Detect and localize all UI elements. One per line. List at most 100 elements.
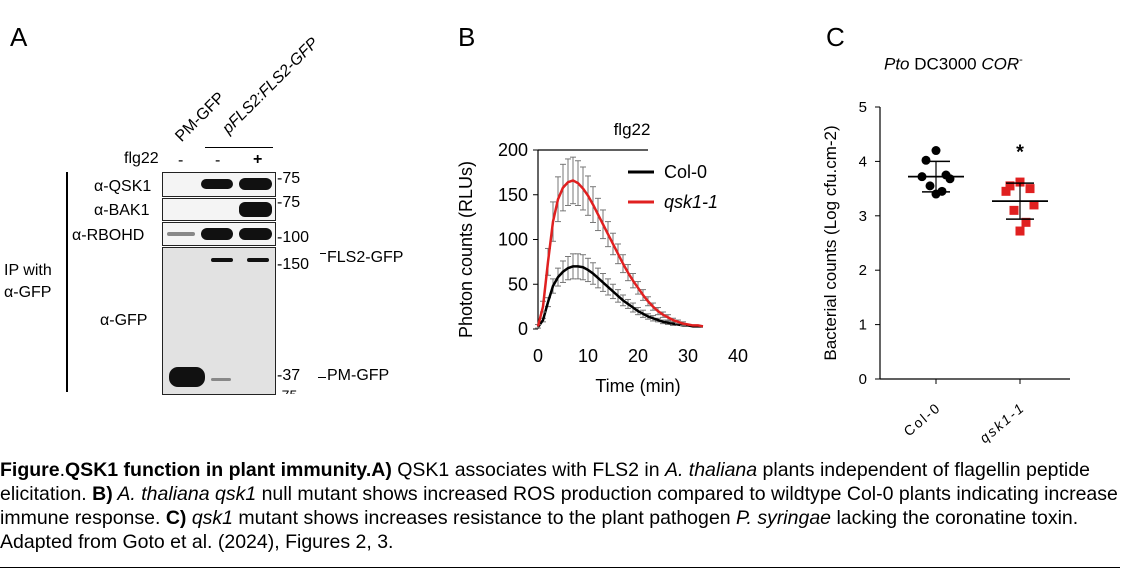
caption-part: P. syringae: [735, 507, 832, 529]
x-tick-label: 40: [728, 346, 748, 366]
band: [169, 367, 205, 387]
flg22-sign-1: -: [178, 152, 184, 169]
x-tick-label: 30: [678, 346, 698, 366]
x-axis-title: Time (min): [595, 376, 680, 396]
ros-line-chart: 0 50 100 150 200 0 10 20 30 40 Time (min) Photon co…: [456, 120, 748, 396]
band-label-fls2-gfp: FLS2-GFP: [327, 249, 404, 266]
panel-c-title-part: Pto: [884, 54, 910, 74]
x-tick-label: 10: [578, 346, 598, 366]
caption-part: plants independent of flagellin peptide …: [0, 459, 1090, 505]
caption-part: qsk1: [186, 507, 234, 529]
panel-c-title-part: -: [1019, 54, 1023, 66]
x-tick-label: qsk1-1: [976, 399, 1028, 446]
mw-marker: 37: [277, 367, 300, 385]
caption-part: .: [59, 459, 66, 481]
band: [211, 378, 231, 381]
caption-rule: [0, 567, 1120, 568]
data-point: [1005, 181, 1015, 191]
caption-part: QSK1 associates with FLS2 in: [391, 459, 665, 481]
panel-c-title: Pto DC3000 COR-: [884, 54, 1023, 75]
mw-marker-clip: 75: [276, 388, 306, 394]
flg22-sign-2: -: [215, 152, 221, 169]
blot-rbohd: [162, 222, 276, 246]
data-point: [1009, 205, 1019, 215]
ip-label-line-2: α-GFP: [4, 284, 52, 301]
ip-label-line-1: IP with: [4, 262, 52, 279]
caption-part: mutant shows increases resistance to the…: [233, 507, 736, 529]
band: [167, 232, 195, 236]
panel-c-letter: C: [826, 22, 845, 52]
blot-label-qsk1: α-QSK1: [94, 178, 152, 195]
data-point: [1015, 177, 1025, 187]
y-tick-label: 0: [859, 371, 867, 388]
blot-label-rbohd: α-RBOHD: [72, 227, 145, 244]
x-tick-label: 20: [628, 346, 648, 366]
mw-marker: 100: [277, 229, 309, 247]
blot-qsk1: [162, 172, 276, 197]
y-tick-label: 100: [498, 230, 528, 250]
panel-a-letter: A: [10, 22, 28, 52]
band: [201, 228, 233, 240]
mw-marker: 75: [277, 170, 300, 188]
panel-c-title-part: DC3000: [909, 54, 982, 74]
lane-label-pm-gfp: PM-GFP: [172, 89, 229, 146]
lane-group-line: [205, 147, 273, 148]
y-tick-label: 150: [498, 185, 528, 205]
y-tick-label: 2: [859, 262, 867, 279]
legend-label-1: Col-0: [664, 162, 707, 182]
blot-label-gfp: α-GFP: [100, 312, 148, 329]
x-tick-label: Col-0: [900, 399, 944, 439]
data-point: [1029, 200, 1039, 210]
y-tick-label: 3: [859, 208, 867, 225]
band: [239, 178, 272, 190]
mw-marker: 75: [277, 388, 298, 394]
caption-part: Figure: [0, 459, 60, 481]
chart-title: flg22: [614, 120, 651, 139]
lane-label-fls2-gfp: pFLS2:FLS2-GFP: [219, 34, 322, 138]
band: [239, 202, 272, 217]
band-pointer: [318, 377, 326, 378]
caption-part: A. thaliana: [664, 459, 758, 481]
data-point: [945, 174, 955, 184]
series-line-2: [536, 179, 704, 328]
flg22-label: flg22: [124, 150, 159, 167]
y-tick-label: 0: [518, 319, 528, 339]
blot-gfp: [162, 247, 276, 395]
y-axis-title: Photon counts (RLUs): [456, 161, 476, 338]
panel-c-title-part: COR: [981, 54, 1020, 74]
data-point: [931, 146, 941, 156]
band: [201, 179, 233, 189]
band: [247, 258, 269, 262]
caption-part: B): [92, 483, 113, 505]
significance-annotation: *: [1016, 142, 1024, 164]
data-point: [1001, 186, 1011, 196]
caption-part: C): [165, 507, 187, 529]
legend-label-2: qsk1-1: [664, 192, 718, 212]
caption-part: null mutant shows increased ROS producti…: [0, 483, 1118, 529]
data-point: [1015, 226, 1025, 236]
panel-b-letter: B: [458, 22, 476, 52]
y-tick-label: 1: [859, 317, 867, 334]
mw-marker: 75: [277, 194, 300, 212]
blot-bak1: [162, 198, 276, 221]
band: [239, 228, 272, 240]
y-tick-label: 50: [508, 274, 528, 294]
data-point: [925, 181, 935, 191]
caption-part: lacking the coronatine toxin. Adapted fr…: [0, 507, 1079, 553]
band-pointer: [320, 253, 326, 254]
mw-marker: 150: [277, 256, 309, 274]
data-point: [1025, 184, 1035, 194]
y-tick-label: 5: [859, 99, 867, 116]
data-point: [921, 155, 931, 165]
flg22-sign-3: +: [253, 151, 263, 168]
figure-caption: Figure.QSK1 function in plant immunity.A…: [0, 458, 1120, 554]
band: [211, 258, 233, 262]
blot-label-bak1: α-BAK1: [94, 202, 150, 219]
x-tick-label: 0: [533, 346, 543, 366]
caption-part: A. thaliana qsk1: [112, 483, 257, 505]
y-axis-title: Bacterial counts (Log cfu.cm-2): [821, 125, 840, 360]
ip-bracket: [66, 172, 68, 392]
caption-part: A): [371, 459, 392, 481]
caption-part: QSK1 function in plant immunity.: [65, 459, 372, 481]
data-point: [1021, 217, 1031, 227]
